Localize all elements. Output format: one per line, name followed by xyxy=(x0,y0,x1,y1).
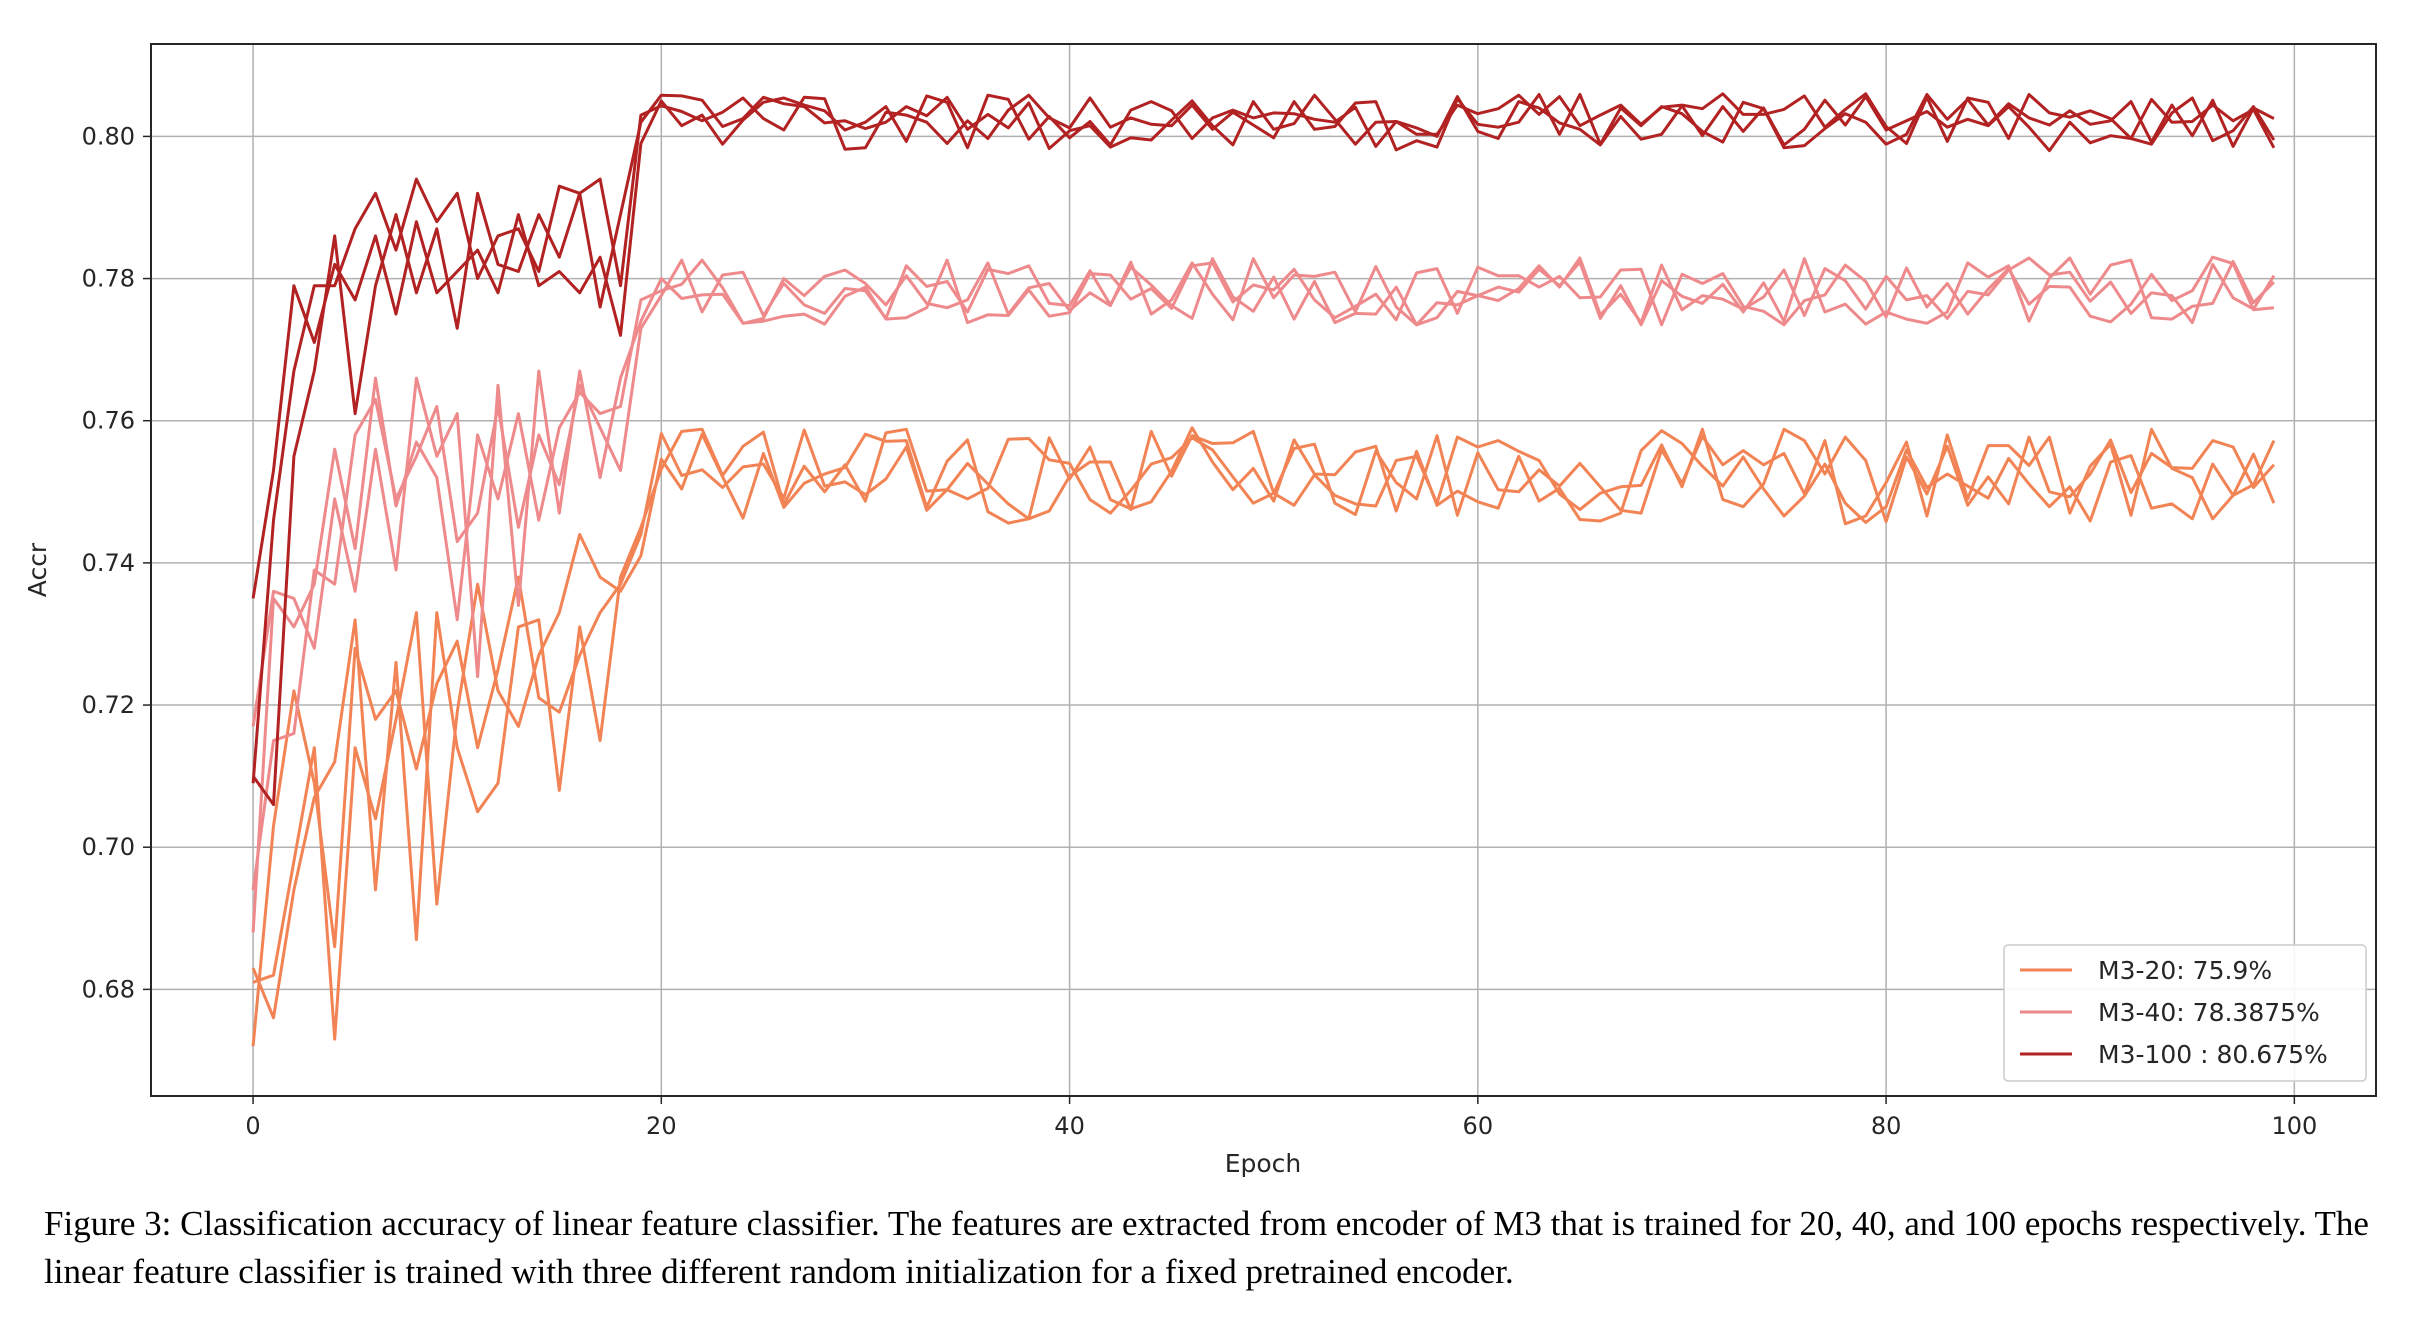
legend-box xyxy=(2003,944,2367,1082)
series-line-m3-20-run-3 xyxy=(252,426,2276,1041)
series-line-m3-100-run-3 xyxy=(251,93,2275,784)
series-line-m3-20-run-2 xyxy=(251,427,2276,1020)
series-line-m3-40-run-1 xyxy=(251,256,2276,933)
series-line-m3-40-run-2 xyxy=(251,256,2275,891)
series-line-m3-100-run-2 xyxy=(251,92,2276,807)
x-tick-label: 60 xyxy=(1463,1112,1494,1140)
y-tick-label: 0.80 xyxy=(82,122,135,150)
series-line-m3-20-run-1 xyxy=(251,427,2276,1047)
y-tick-label: 0.68 xyxy=(82,975,135,1003)
y-tick-label: 0.72 xyxy=(82,691,135,719)
y-tick-label: 0.78 xyxy=(82,265,135,293)
y-tick-label: 0.74 xyxy=(82,549,135,577)
legend-label-m3-100: M3-100 : 80.675% xyxy=(2098,1040,2328,1069)
x-tick-label: 0 xyxy=(245,1112,260,1140)
line-chart: 0 20 40 60 80 100 0.68 0.70 0.72 0.74 0.76 0.78 0.80… xyxy=(23,43,2377,1178)
x-tick-label: 100 xyxy=(2271,1112,2317,1140)
legend-label-m3-40: M3-40: 78.3875% xyxy=(2098,998,2320,1027)
series-line-m3-100-run-1 xyxy=(251,93,2276,599)
x-tick-label: 80 xyxy=(1871,1112,1902,1140)
grid-layer xyxy=(151,44,2376,1096)
x-axis-label: Epoch xyxy=(1225,1149,1302,1178)
legend-label-m3-20: M3-20: 75.9% xyxy=(2098,956,2272,985)
figure-caption: Figure 3: Classification accuracy of lin… xyxy=(44,1204,2369,1291)
x-tick-label: 20 xyxy=(646,1112,677,1140)
tick-layer: 0 20 40 60 80 100 0.68 0.70 0.72 0.74 0.76 0.78 0.80 xyxy=(82,122,2318,1140)
y-tick-label: 0.76 xyxy=(82,407,135,435)
y-tick-label: 0.70 xyxy=(82,833,135,861)
series-layer xyxy=(251,92,2276,1047)
y-axis-label: Accr xyxy=(23,542,52,597)
x-tick-label: 40 xyxy=(1054,1112,1085,1140)
plot-frame xyxy=(150,43,2377,1097)
legend: M3-20: 75.9% M3-40: 78.3875% M3-100 : 80… xyxy=(2003,944,2367,1082)
series-line-m3-40-run-3 xyxy=(251,255,2275,727)
